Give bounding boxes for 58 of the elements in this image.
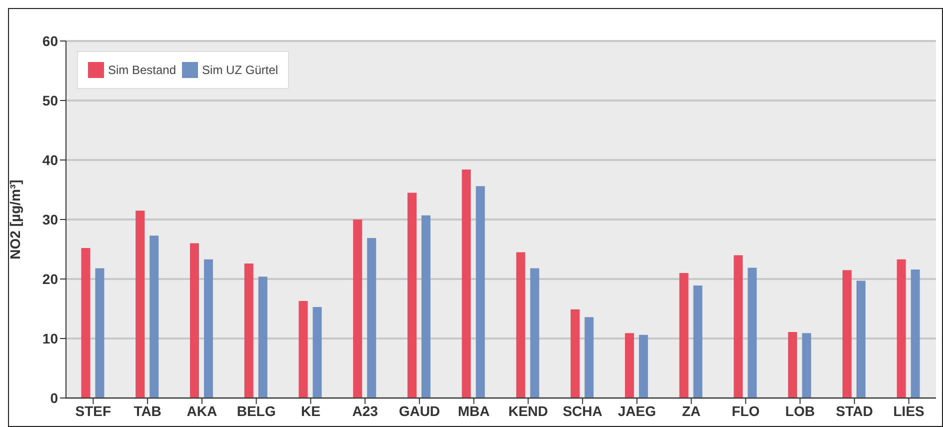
bar [204,259,213,398]
x-tick-label: STEF [75,402,112,419]
bar [802,333,812,398]
x-tick-label: SCHA [562,402,602,419]
y-tick-label: 20 [42,270,58,287]
x-tick-label: FLO [732,402,760,419]
x-tick-label: LIES [893,402,924,419]
bar [150,236,159,398]
x-tick-label: KE [300,402,320,419]
bar [516,252,526,398]
bar [476,186,485,398]
x-tick-label: A23 [352,402,378,419]
x-tick-label: TAB [134,402,162,419]
y-tick-label: 10 [42,330,58,346]
bar [312,306,322,398]
y-tick-label: 50 [42,92,58,108]
x-tick-label: LOB [785,402,815,419]
bar [734,255,743,398]
x-tick-label: KEND [508,402,548,419]
bar [856,280,866,398]
y-axis-title: NO2 [µg/m³] [6,180,23,260]
bar [190,243,199,398]
bar [258,276,268,398]
x-tick-label: STAD [836,402,873,419]
bar [584,317,594,398]
bar [624,333,634,398]
x-tick-label: GAUD [398,402,440,419]
bar [136,210,145,398]
y-tick-label: 0 [50,390,58,406]
bar [462,170,471,398]
bar [407,192,416,398]
bar [693,286,702,398]
bar [748,268,757,398]
bar [896,259,906,398]
bar [421,215,430,398]
bar [570,309,580,398]
bar [81,248,90,398]
bar [95,268,104,398]
bar [910,269,920,398]
x-tick-label: MBA [458,402,490,419]
legend-label: Sim Bestand [108,63,176,77]
x-tick-label: AKA [186,402,218,419]
y-tick-label: 30 [42,211,58,228]
bar [353,220,362,398]
y-tick-label: 40 [42,152,58,168]
bar [788,332,798,398]
y-tick-label: 60 [42,32,58,49]
x-tick-label: ZA [682,402,701,419]
bar [842,270,852,398]
bar [244,264,254,398]
bar [638,334,648,398]
bar [298,301,308,398]
legend-label: Sim UZ Gürtel [202,63,278,77]
bar [679,273,688,398]
bar [367,238,376,398]
x-tick-label: BELG [236,402,276,419]
bar [530,268,540,398]
x-tick-label: JAEG [618,402,656,419]
